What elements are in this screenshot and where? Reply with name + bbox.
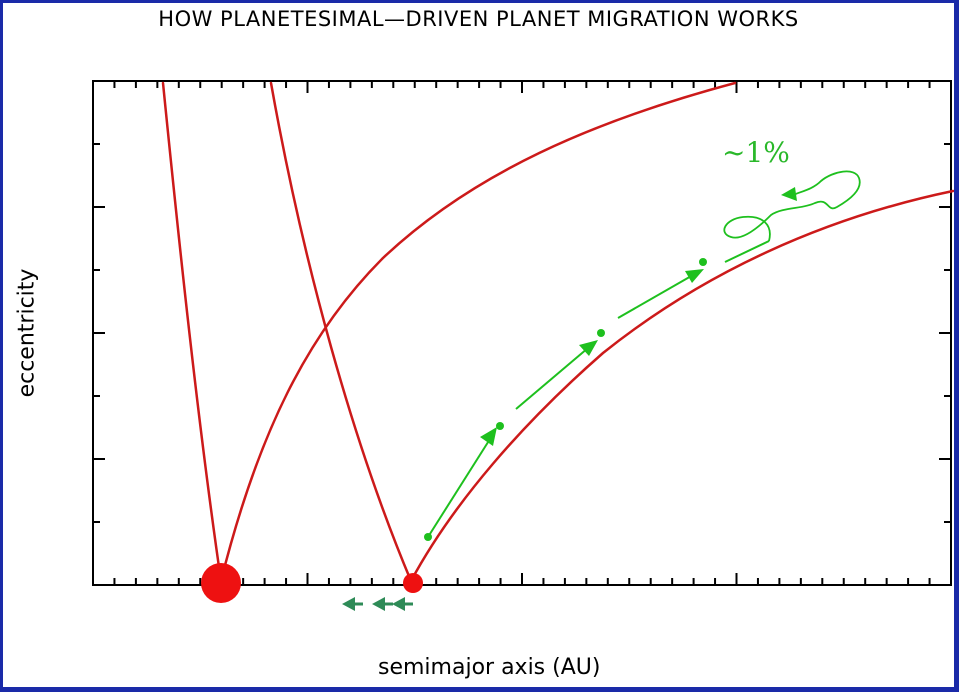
y-axis-label: eccentricity	[14, 268, 40, 398]
planetesimal-dot	[496, 422, 504, 430]
figure-title: HOW PLANETESIMAL—DRIVEN PLANET MIGRATION…	[158, 7, 799, 31]
planetesimal-dot	[597, 329, 605, 337]
arrowhead-icon	[685, 269, 704, 283]
axis-ticks	[92, 80, 952, 586]
planetesimal-path	[424, 170, 861, 541]
scribble-path	[723, 170, 861, 242]
outer-planet-left-curve	[269, 81, 413, 583]
arrowhead-icon	[480, 427, 497, 446]
axes-frame	[92, 80, 952, 586]
figure-panel: HOW PLANETESIMAL—DRIVEN PLANET MIGRATION…	[3, 3, 954, 687]
inner-planet-left-curve	[161, 81, 223, 583]
arrowhead-icon	[579, 340, 598, 356]
left-arrow-icon	[392, 597, 405, 611]
inner-planet-right-curve	[219, 81, 737, 583]
arrowhead-icon	[781, 187, 797, 201]
annotation-label: ~1%	[722, 136, 790, 169]
migration-arrows	[342, 597, 413, 611]
inner-planet	[201, 563, 241, 603]
outer-planet	[403, 573, 423, 593]
plot-area	[92, 80, 954, 611]
planetesimal-dot	[699, 258, 707, 266]
outer-planet-right-curve	[409, 189, 954, 583]
left-arrow-icon	[372, 597, 385, 611]
x-axis-label: semimajor axis (AU)	[378, 655, 601, 680]
left-arrow-icon	[342, 597, 355, 611]
